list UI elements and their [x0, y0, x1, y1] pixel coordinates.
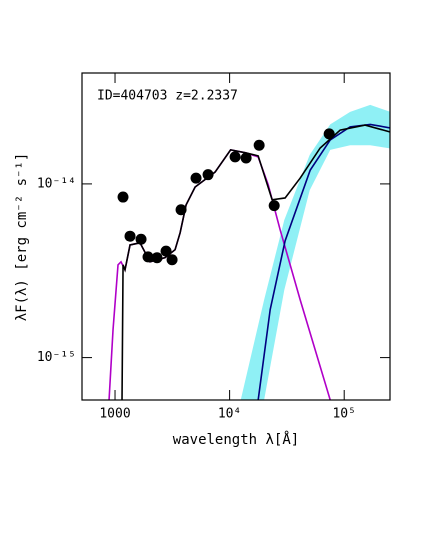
x-tick-label: 10⁵ [332, 407, 355, 422]
y-tick-label: 10⁻¹⁴ [37, 176, 76, 191]
y-axis-label: λF(λ) [erg cm⁻² s⁻¹] [14, 153, 30, 322]
data-point [166, 254, 178, 266]
y-tick-label: 10⁻¹⁵ [37, 350, 76, 365]
model-line [121, 124, 390, 400]
data-point [190, 172, 202, 184]
x-tick-label: 10⁴ [218, 407, 241, 422]
uncertainty-band [240, 104, 390, 400]
data-point [253, 139, 265, 151]
data-point [175, 204, 187, 216]
data-point [142, 251, 154, 263]
data-point [268, 200, 280, 212]
data-point [160, 245, 172, 257]
data-point [240, 152, 252, 164]
x-tick-label: 1000 [99, 407, 130, 422]
data-point [124, 230, 136, 242]
data-point [323, 128, 335, 140]
plot-frame [81, 72, 391, 401]
x-axis-label: wavelength λ[Å] [173, 431, 299, 448]
data-point [117, 191, 129, 203]
data-point [151, 252, 163, 264]
annotation: ID=404703 z=2.2337 [97, 89, 238, 104]
plot-area [108, 104, 390, 400]
data-point [202, 169, 214, 181]
data-point [229, 151, 241, 163]
data-point [135, 233, 147, 245]
